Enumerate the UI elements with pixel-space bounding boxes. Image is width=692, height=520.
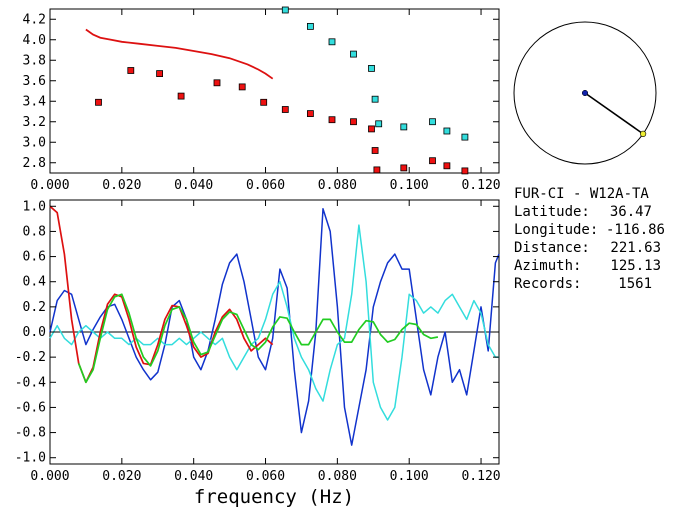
cyan-velocity-marker bbox=[328, 38, 336, 46]
dispersion-plot-frame bbox=[49, 8, 500, 174]
longitude-label: Longitude: bbox=[514, 222, 598, 238]
phase-velocity-curve bbox=[85, 28, 274, 80]
cyan-velocity-marker bbox=[281, 6, 289, 14]
y-tick-label: 3.8 bbox=[23, 53, 46, 68]
red-velocity-marker bbox=[371, 147, 379, 154]
red-velocity-marker bbox=[177, 92, 185, 100]
cyan-velocity-marker bbox=[368, 65, 375, 72]
y-tick-label: 3.4 bbox=[23, 94, 47, 109]
x-tick-label: 0.000 bbox=[30, 178, 69, 193]
red-velocity-marker bbox=[350, 118, 357, 126]
y-tick-label: -1.0 bbox=[15, 451, 46, 466]
station-pair: FUR-CI - W12A-TA bbox=[514, 186, 649, 202]
red-velocity-marker bbox=[461, 167, 469, 175]
x-tick-label: 0.100 bbox=[390, 469, 429, 484]
cyan-velocity-marker bbox=[461, 133, 469, 141]
red-velocity-marker bbox=[429, 157, 436, 165]
y-tick-label: 4.0 bbox=[23, 33, 46, 48]
cyan-velocity-marker bbox=[375, 120, 383, 128]
y-tick-label: 0.6 bbox=[23, 250, 46, 265]
y-tick-label: -0.8 bbox=[15, 426, 46, 441]
x-tick-label: 0.120 bbox=[461, 178, 500, 193]
x-tick-label: 0.080 bbox=[318, 178, 357, 193]
red-velocity-marker bbox=[213, 79, 221, 87]
red-velocity-marker bbox=[260, 98, 268, 106]
blue-trace bbox=[49, 208, 500, 446]
red-velocity-marker bbox=[373, 166, 381, 174]
green-bessel-curve bbox=[77, 293, 439, 384]
x-tick-label: 0.020 bbox=[102, 178, 141, 193]
cyan-velocity-marker bbox=[306, 22, 314, 30]
cyan-trace bbox=[49, 224, 499, 421]
distance-value: 221.63 bbox=[610, 240, 661, 256]
x-tick-label: 0.000 bbox=[30, 469, 69, 484]
y-tick-label: 3.2 bbox=[23, 115, 46, 130]
x-tick-label: 0.120 bbox=[461, 469, 500, 484]
records-value: 1561 bbox=[618, 276, 652, 292]
great-circle-path bbox=[584, 92, 644, 135]
y-tick-label: -0.2 bbox=[15, 350, 46, 365]
x-axis-label: frequency (Hz) bbox=[194, 486, 354, 508]
x-tick-label: 0.080 bbox=[318, 469, 357, 484]
y-tick-label: 0.2 bbox=[23, 300, 46, 315]
red-velocity-marker bbox=[368, 125, 375, 133]
dispersion-panel: 0.000 0.020 0.040 0.060 0.080 0.100 0.120 2.8 3… bbox=[23, 6, 501, 193]
red-velocity-marker bbox=[328, 116, 336, 124]
cyan-velocity-marker bbox=[443, 127, 451, 135]
red-velocity-marker bbox=[127, 67, 135, 74]
y-tick-label: 2.8 bbox=[23, 156, 46, 171]
azimuth-value: 125.13 bbox=[610, 258, 661, 274]
cyan-velocity-marker bbox=[429, 118, 436, 126]
red-velocity-marker bbox=[400, 164, 408, 172]
longitude-value: -116.86 bbox=[606, 222, 665, 238]
x-tick-label: 0.040 bbox=[174, 469, 213, 484]
correlation-panel: 0.000 0.020 0.040 0.060 0.080 0.100 0.120 1.0 0… bbox=[15, 199, 501, 508]
y-tick-label: -0.4 bbox=[15, 375, 46, 390]
azimuth-map bbox=[513, 21, 657, 165]
x-tick-label: 0.060 bbox=[246, 469, 285, 484]
red-velocity-marker bbox=[306, 110, 314, 117]
y-tick-label: 3.6 bbox=[23, 74, 46, 89]
cyan-velocity-marker bbox=[371, 95, 379, 103]
x-tick-label: 0.100 bbox=[390, 178, 429, 193]
cyan-velocity-marker bbox=[400, 123, 408, 131]
station-marker bbox=[581, 89, 589, 97]
red-velocity-marker bbox=[443, 162, 451, 170]
y-tick-label: 1.0 bbox=[23, 199, 46, 214]
records-label: Records: bbox=[514, 276, 581, 292]
cyan-velocity-marker bbox=[350, 50, 357, 58]
latitude-value: 36.47 bbox=[610, 204, 652, 220]
map-circle bbox=[513, 21, 657, 165]
station-info: FUR-CI - W12A-TA Latitude: 36.47 Longitu… bbox=[514, 186, 665, 292]
x-tick-label: 0.060 bbox=[246, 178, 285, 193]
red-velocity-marker bbox=[238, 83, 246, 91]
x-tick-label: 0.020 bbox=[102, 469, 141, 484]
red-velocity-marker bbox=[156, 70, 164, 77]
y-tick-label: 0.0 bbox=[23, 325, 46, 340]
azimuth-label: Azimuth: bbox=[514, 258, 581, 274]
y-tick-label: 4.2 bbox=[23, 12, 46, 27]
event-marker bbox=[639, 130, 647, 137]
red-velocity-marker bbox=[281, 106, 289, 113]
latitude-label: Latitude: bbox=[514, 204, 590, 220]
red-velocity-marker bbox=[95, 98, 102, 106]
y-tick-label: -0.6 bbox=[15, 400, 46, 415]
y-tick-label: 0.8 bbox=[23, 224, 46, 239]
distance-label: Distance: bbox=[514, 240, 590, 256]
x-tick-label: 0.040 bbox=[174, 178, 213, 193]
y-tick-label: 3.0 bbox=[23, 135, 46, 150]
y-tick-label: 0.4 bbox=[23, 275, 47, 290]
